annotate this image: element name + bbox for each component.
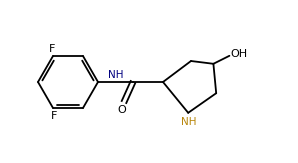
Text: O: O bbox=[118, 105, 126, 115]
Text: OH: OH bbox=[231, 49, 248, 59]
Text: NH: NH bbox=[181, 117, 197, 127]
Text: NH: NH bbox=[108, 70, 123, 80]
Text: F: F bbox=[51, 111, 57, 121]
Text: F: F bbox=[49, 44, 55, 54]
